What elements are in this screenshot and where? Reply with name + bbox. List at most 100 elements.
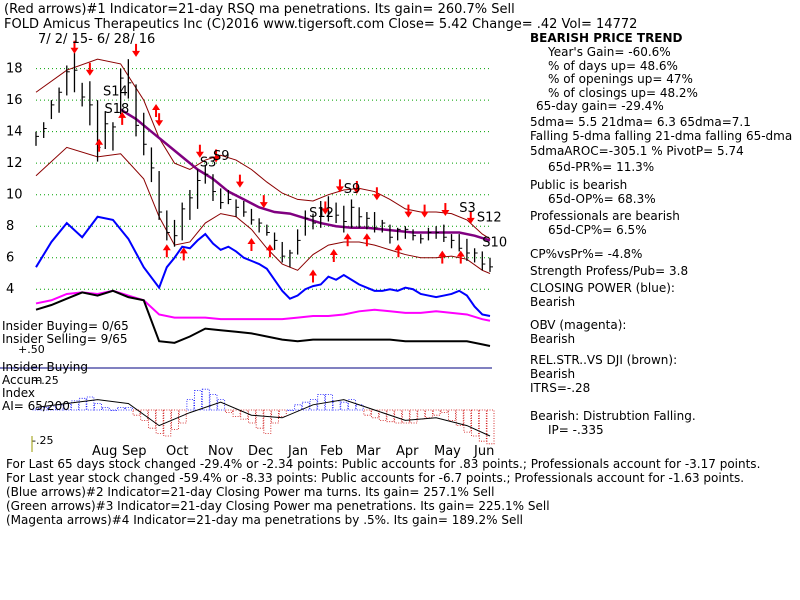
signal-label-s12: S12 [477,210,502,225]
accum-bar [194,390,202,411]
years-gain: Year's Gain= -60.6% [547,45,671,59]
strength-ratio: Strength Profess/Pub= 3.8 [530,264,688,278]
accum-bar [448,409,456,421]
accum-bar [409,409,418,424]
red-down-arrow-head [70,47,79,54]
plus-25-label: +.25 [32,374,59,387]
accum-bar [263,409,272,434]
accum-bar [78,397,87,411]
accum-bar [417,409,426,420]
op-65: 65d-OP%= 68.3% [548,192,656,206]
closing-power-line [35,215,491,318]
accum-index-histogram [31,388,495,452]
accum-bar [186,399,195,411]
accum-bar [86,396,95,411]
signal-label-s14: S14 [103,84,128,99]
accum-bar [94,403,102,411]
x-axis-ticks: Aug Sep Oct Nov Dec Jan Feb Mar Apr May Jun [92,444,494,459]
footer-line3: (Blue arrows)#2 Indicator=21-day Closing… [6,485,494,499]
accum-bar [317,393,326,411]
relstr-status: Bearish [530,367,575,381]
footer-line1: For Last 65 days stock changed -29.4% or… [6,457,760,471]
red-down-arrow-head [335,186,344,193]
accum-bar [163,409,172,437]
x-tick-label-jan: Jan [287,444,308,459]
red-down-arrow-head [372,194,381,201]
red-down-arrow-head [195,151,204,158]
accum-bar [209,393,218,411]
red-down-arrow-head [85,69,94,76]
red-up-arrow-head [95,138,104,145]
accum-bar [394,409,403,424]
accum-bar [40,406,49,411]
accum-bar [325,393,333,411]
accum-bar [440,409,449,413]
signal-label-s18: S18 [104,102,129,117]
red-up-arrow-head [343,233,352,240]
red-down-arrow-head [441,210,450,217]
indicator-lines [0,215,492,369]
distribution-status: Bearish: Distrubtion Falling. [530,409,696,423]
signal-label-s3: S3 [459,201,476,216]
red-down-arrow-head [235,181,244,188]
accum-bar [340,401,349,411]
accum-bar [148,409,156,429]
x-tick-label-mar: Mar [356,444,381,459]
signal-label-s9: S9 [213,149,230,164]
red-up-arrow-head [362,233,371,240]
red-up-arrow-head [118,111,127,118]
x-tick-label-dec: Dec [248,444,273,459]
obv-status: Bearish [530,332,575,346]
dma-values: 5dma= 5.5 21dma= 6.3 65dma=7.1 [530,115,751,129]
insider-buying-label: Insider Buying [2,360,88,374]
footer-line5: (Magenta arrows)#4 Indicator=21-day ma p… [6,513,523,527]
lower-band-line [35,146,491,274]
accum-bar [101,406,110,411]
x-tick-label-may: May [434,444,461,459]
accum-bar [132,409,141,416]
x-tick-label-aug: Aug [92,444,117,459]
red-down-arrow-head [466,217,475,224]
signal-label-s10: S10 [482,236,507,251]
y-tick-label-14: 14 [6,125,23,140]
accum-bar [332,400,341,411]
x-tick-label-apr: Apr [396,444,419,459]
accum-ma-line [35,399,491,437]
accum-bar [363,409,372,416]
footer-line4: (Green arrows)#3 Indicator=21-day Closin… [6,499,550,513]
red-down-arrow-head [321,208,330,215]
public-status: Public is bearish [530,178,627,192]
closings-up: % of closings up= 48.2% [548,86,698,100]
red-down-arrow-head [132,50,141,57]
y-tick-label-4: 4 [6,282,14,297]
red-up-arrow-head [152,104,161,111]
red-down-arrow-head [420,211,429,218]
red-up-arrow-head [394,244,403,251]
accum-bar [232,409,241,417]
accum-bar [155,409,164,434]
red-up-arrow-head [162,244,171,251]
red-down-arrow-head [155,120,164,127]
accum-bar [463,409,472,433]
date-range: 7/ 2/ 15- 6/ 28/ 16 [38,32,155,47]
accum-bar [348,399,356,411]
upper-band-line [35,58,491,240]
accum-bar [171,409,179,430]
signal-label-s12: S12 [309,206,334,221]
red-down-arrow-head [212,156,221,163]
red-up-arrow-head [179,247,188,254]
header-line2: FOLD Amicus Therapeutics Inc (C)2016 www… [4,17,637,32]
cp-65: 65d-CP%= 6.5% [548,223,647,237]
closing-power-status: Bearish [530,295,575,309]
footer-line2: For Last year stock changed -59.4% or -8… [6,471,744,485]
signal-label-s3: S3 [200,155,217,170]
openings-up: % of openings up= 47% [548,72,693,86]
price-bars [35,52,493,272]
header-line1: (Red arrows)#1 Indicator=21-day RSQ ma p… [4,2,515,17]
signal-arrows [70,40,475,283]
bearish-title: BEARISH PRICE TREND [530,31,683,45]
accum-bar [378,409,387,421]
accum-bar [217,399,226,411]
